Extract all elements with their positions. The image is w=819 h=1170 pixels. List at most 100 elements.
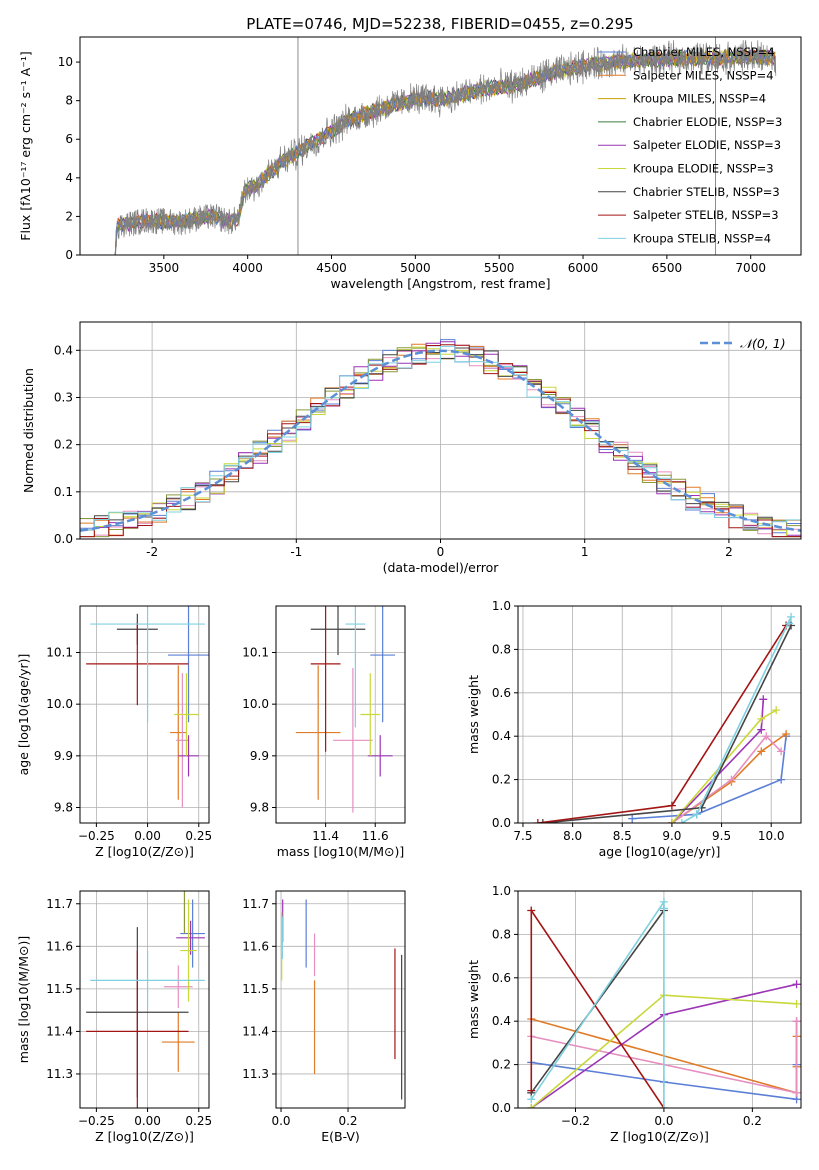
x-tick-label: 6500: [652, 261, 683, 275]
x-tick-label: -2: [146, 545, 158, 559]
y-axis-label: mass weight: [466, 960, 481, 1039]
weight-series-marker: [667, 819, 676, 823]
weight-series-line: [681, 616, 792, 823]
y-tick-label: 11.6: [242, 939, 269, 953]
weight-series-line: [671, 734, 782, 823]
y-tick-label: 0.4: [54, 343, 73, 357]
residuals-legend: 𝒩(0, 1): [700, 336, 786, 351]
y-tick-label: 10.0: [242, 697, 269, 711]
x-tick-label: 8.0: [563, 829, 582, 843]
legend-label: Kroupa STELIB, NSSP=4: [633, 231, 771, 245]
y-tick-label: 0.1: [54, 485, 73, 499]
error-bar-point: [174, 673, 199, 756]
y-tick-label: 10.0: [46, 697, 73, 711]
x-tick-label: 3500: [149, 261, 180, 275]
x-tick-label: 0.25: [185, 1114, 212, 1128]
x-tick-label: 5500: [484, 261, 515, 275]
weight-series-marker: [757, 747, 766, 756]
error-bar-point: [90, 950, 205, 1011]
x-tick-label: 0.00: [134, 1114, 161, 1128]
plot-area: [86, 606, 209, 808]
weight-series-marker: [667, 801, 676, 810]
axes-frame: [79, 605, 210, 824]
x-tick-label: 4500: [316, 261, 347, 275]
y-tick-label: 0.0: [54, 532, 73, 546]
weight-series-marker: [692, 810, 701, 819]
plot-area: [527, 897, 801, 1108]
error-bar-point: [86, 950, 189, 1108]
y-axis-label: Normed distribution: [21, 368, 36, 493]
weight-vs-age-panel: 7.5 8.0 8.5 9.0 9.5 10.0 0.0 0.2 0.4 0.6 0.8 1.0 age…: [466, 599, 802, 859]
plot-area: [80, 339, 801, 538]
x-axis-label: wavelength [Angstrom, rest frame]: [330, 276, 550, 291]
weight-series-marker: [677, 819, 686, 823]
x-tick-label: 0.2: [743, 1114, 762, 1128]
weight-series-marker: [659, 904, 668, 913]
y-tick-label: 10: [58, 55, 73, 69]
weight-series-line: [530, 907, 665, 1108]
x-axis-label: mass [log10(M/M⊙)]: [277, 844, 405, 859]
x-tick-label: 2: [725, 545, 733, 559]
y-tick-label: 0.6: [492, 971, 511, 985]
y-axis-label: mass weight: [466, 675, 481, 754]
error-bar-point: [360, 673, 381, 756]
x-tick-label: −0.25: [78, 829, 115, 843]
error-bar-point: [345, 606, 366, 728]
y-tick-label: 0.3: [54, 390, 73, 404]
y-axis-label: age [log10(age/yr)]: [16, 654, 31, 776]
weight-series-marker: [782, 730, 791, 739]
plot-area: [533, 612, 796, 823]
weight-series-marker: [527, 1095, 536, 1104]
weight-series-marker: [777, 775, 786, 784]
plot-area: [86, 891, 205, 1108]
y-tick-label: 10.1: [242, 646, 269, 660]
axes-frame: [275, 605, 406, 824]
error-bar-point: [333, 668, 373, 813]
axes-frame: [517, 890, 802, 1109]
axes-frame: [79, 890, 210, 1109]
y-tick-label: 11.7: [46, 897, 73, 911]
weight-series-marker: [538, 819, 547, 823]
residual-histogram-step: [80, 345, 801, 531]
x-axis-label: Z [log10(Z/Z⊙)]: [95, 844, 194, 859]
x-axis-label: age [log10(age/yr)]: [599, 844, 721, 859]
error-bar-point: [168, 606, 209, 723]
y-tick-label: 9.8: [54, 801, 73, 815]
mass-vs-metallicity-panel: −0.25 0.00 0.25 11.3 11.4 11.5 11.6 11.7 Z [log1…: [16, 890, 212, 1144]
y-tick-label: 0.2: [492, 1058, 511, 1072]
error-bar-point: [176, 920, 205, 955]
spectrum-legend: Chabrier MILES, NSSP=4 Salpeter MILES, NS…: [598, 45, 782, 245]
y-tick-label: 8: [65, 94, 73, 108]
x-axis-label: E(B-V): [321, 1129, 360, 1144]
weight-series-marker: [527, 906, 536, 915]
y-tick-label: 0.0: [492, 1101, 511, 1115]
x-tick-label: 5000: [400, 261, 431, 275]
spectrum-panel: 3500 4000 4500 5000 5500 6000 6500 7000 0 2 4 6 8 10 w…: [18, 36, 802, 291]
y-tick-label: 1.0: [492, 599, 511, 613]
weight-series-marker: [792, 1088, 801, 1097]
x-tick-label: 0.0: [654, 1114, 673, 1128]
y-tick-label: 9.8: [250, 801, 269, 815]
error-bar-point: [161, 1012, 195, 1072]
error-bar-point: [170, 665, 187, 800]
legend-label: Salpeter MILES, NSSP=4: [633, 68, 774, 82]
weight-series-line: [671, 699, 765, 823]
weight-series-marker: [757, 725, 766, 734]
weight-series: [667, 695, 768, 823]
x-axis-label: Z [log10(Z/Z⊙)]: [95, 1129, 194, 1144]
mass-vs-extinction-panel: 0.0 0.2 11.3 11.4 11.5 11.6 11.7 E(B-V): [242, 890, 406, 1144]
x-tick-label: 6000: [568, 261, 599, 275]
error-bar-point: [367, 735, 393, 777]
x-tick-label: 4000: [232, 261, 263, 275]
y-tick-label: 2: [65, 209, 73, 223]
weight-series-marker: [628, 814, 637, 823]
x-tick-label: 11.6: [362, 829, 389, 843]
y-tick-label: 0.4: [492, 729, 511, 743]
y-tick-label: 6: [65, 132, 73, 146]
axes-frame: [517, 605, 802, 824]
normal-distribution-curve: [80, 349, 801, 532]
y-tick-label: 9.9: [54, 749, 73, 763]
age-vs-mass-panel: 11.4 11.6 9.8 9.9 10.0 10.1 mass [log10(M/M⊙)]: [242, 605, 406, 859]
x-tick-label: −0.2: [561, 1114, 590, 1128]
